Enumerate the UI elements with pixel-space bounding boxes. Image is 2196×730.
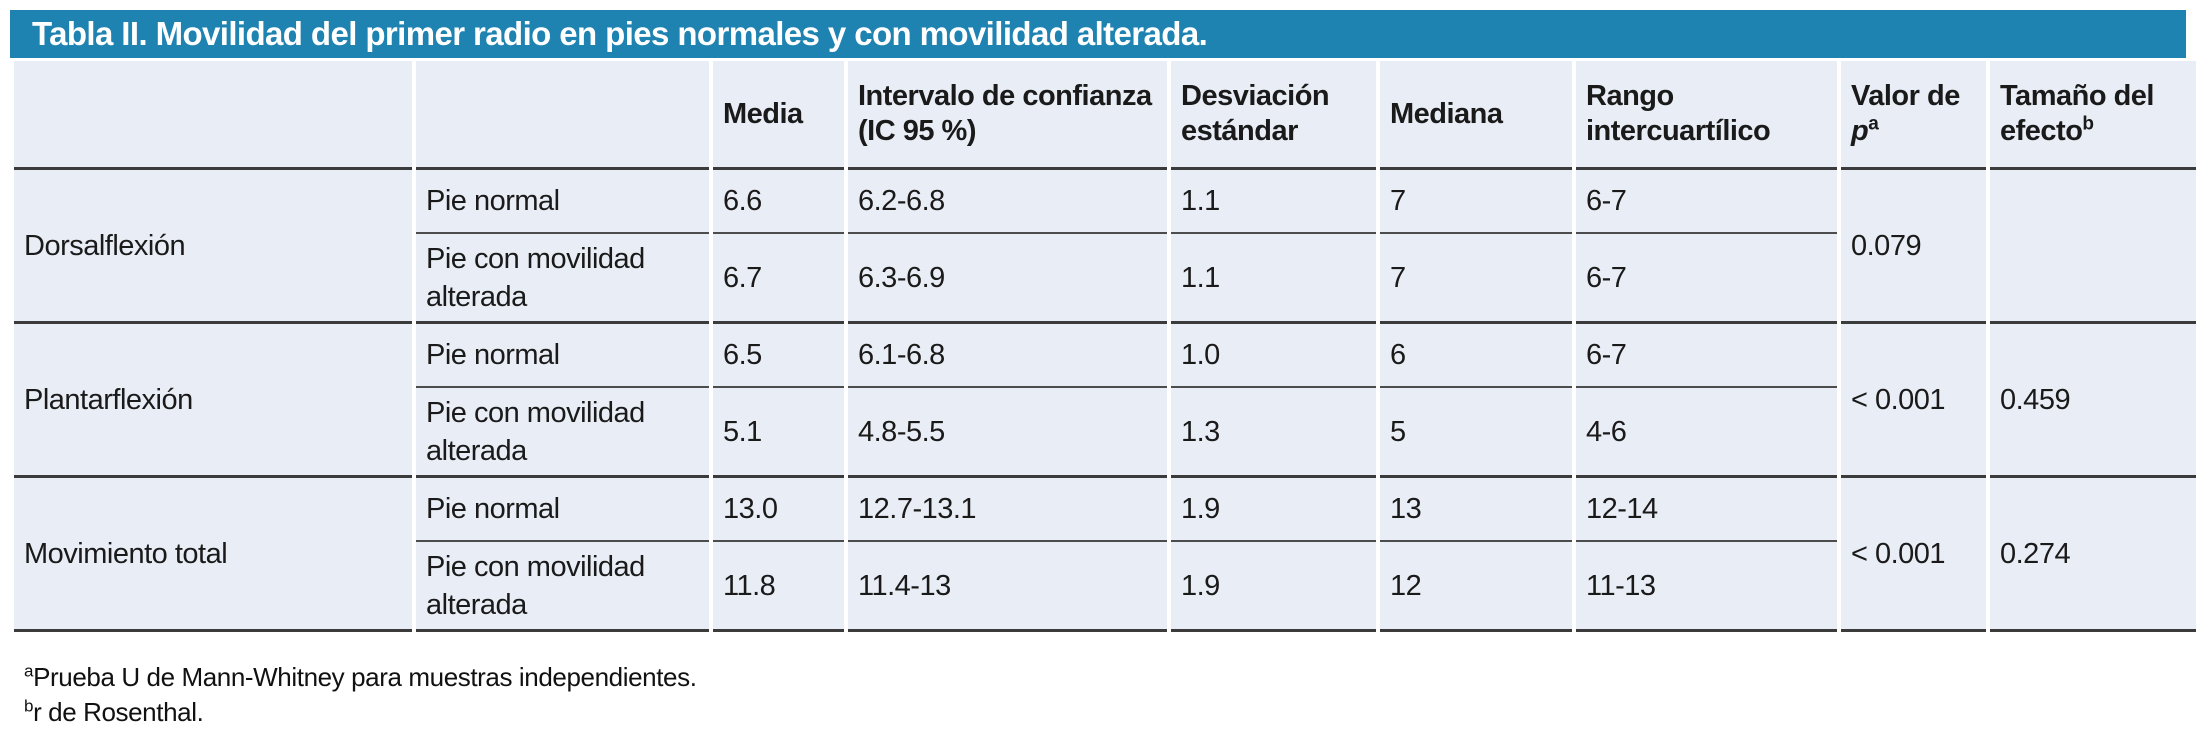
ci-cell: 11.4-13 xyxy=(848,542,1167,632)
sd-cell: 1.1 xyxy=(1171,170,1376,234)
group-label-plantarflexion: Plantarflexión xyxy=(14,324,412,478)
header-standard-deviation: Desviación estándar xyxy=(1171,61,1376,170)
effect-size-cell: 0.274 xyxy=(1990,478,2196,632)
sd-cell: 1.1 xyxy=(1171,234,1376,324)
p-symbol: p xyxy=(1851,115,1869,147)
media-cell: 5.1 xyxy=(713,388,844,478)
table-title-bar: Tabla II. Movilidad del primer radio en … xyxy=(10,10,2186,58)
table-row: Pie con movilidad alterada 6.7 6.3-6.9 1… xyxy=(14,234,2196,324)
header-empty-group xyxy=(14,61,412,170)
table-row: Pie con movilidad alterada 5.1 4.8-5.5 1… xyxy=(14,388,2196,478)
ci-cell: 4.8-5.5 xyxy=(848,388,1167,478)
sd-cell: 1.9 xyxy=(1171,478,1376,542)
footnote-text: Prueba U de Mann-Whitney para muestras i… xyxy=(33,662,697,692)
media-cell: 6.6 xyxy=(713,170,844,234)
condition-cell: Pie normal xyxy=(416,170,709,234)
ci-cell: 6.1-6.8 xyxy=(848,324,1167,388)
group-label-dorsalflexion: Dorsalflexión xyxy=(14,170,412,324)
ci-cell: 6.3-6.9 xyxy=(848,234,1167,324)
condition-cell: Pie normal xyxy=(416,478,709,542)
median-cell: 13 xyxy=(1380,478,1572,542)
header-effect-size: Tamaño del efectob xyxy=(1990,61,2196,170)
iqr-cell: 6-7 xyxy=(1576,170,1837,234)
group-label-movimiento-total: Movimiento total xyxy=(14,478,412,632)
effect-size-cell xyxy=(1990,170,2196,324)
p-value-cell: < 0.001 xyxy=(1841,478,1986,632)
effect-size-label: Tamaño del efecto xyxy=(2000,80,2155,147)
statistics-table: Media Intervalo de confianza (IC 95 %) D… xyxy=(10,61,2196,632)
table-row: Pie con movilidad alterada 11.8 11.4-13 … xyxy=(14,542,2196,632)
p-value-cell: 0.079 xyxy=(1841,170,1986,324)
footnote-marker-b: b xyxy=(2082,113,2094,135)
median-cell: 6 xyxy=(1380,324,1572,388)
header-interquartile-range: Rango intercuartílico xyxy=(1576,61,1837,170)
table-footnotes: aPrueba U de Mann-Whitney para muestras … xyxy=(10,652,2186,730)
median-cell: 12 xyxy=(1380,542,1572,632)
iqr-cell: 12-14 xyxy=(1576,478,1837,542)
condition-cell: Pie normal xyxy=(416,324,709,388)
media-cell: 6.5 xyxy=(713,324,844,388)
header-p-value: Valor de pa xyxy=(1841,61,1986,170)
condition-cell: Pie con movilidad alterada xyxy=(416,542,709,632)
table-row: Movimiento total Pie normal 13.0 12.7-13… xyxy=(14,478,2196,632)
sd-cell: 1.9 xyxy=(1171,542,1376,632)
table-row: Plantarflexión Pie normal 6.5 6.1-6.8 1.… xyxy=(14,324,2196,478)
p-value-cell: < 0.001 xyxy=(1841,324,1986,478)
footnote-b: br de Rosenthal. xyxy=(24,695,2186,730)
header-row: Media Intervalo de confianza (IC 95 %) D… xyxy=(14,61,2196,170)
median-cell: 7 xyxy=(1380,170,1572,234)
ci-cell: 12.7-13.1 xyxy=(848,478,1167,542)
p-value-prefix: Valor de xyxy=(1851,80,1960,112)
median-cell: 7 xyxy=(1380,234,1572,324)
header-media: Media xyxy=(713,61,844,170)
media-cell: 11.8 xyxy=(713,542,844,632)
ci-cell: 6.2-6.8 xyxy=(848,170,1167,234)
header-confidence-interval: Intervalo de confianza (IC 95 %) xyxy=(848,61,1167,170)
iqr-cell: 4-6 xyxy=(1576,388,1837,478)
table-row: Dorsalflexión Pie normal 6.6 6.2-6.8 1.1… xyxy=(14,170,2196,324)
media-cell: 13.0 xyxy=(713,478,844,542)
sd-cell: 1.0 xyxy=(1171,324,1376,388)
header-median: Mediana xyxy=(1380,61,1572,170)
footnote-marker: a xyxy=(24,661,34,681)
media-cell: 6.7 xyxy=(713,234,844,324)
footnote-marker: b xyxy=(24,696,34,716)
footnote-marker-a: a xyxy=(1868,113,1879,135)
iqr-cell: 11-13 xyxy=(1576,542,1837,632)
footnote-a: aPrueba U de Mann-Whitney para muestras … xyxy=(24,660,2186,695)
effect-size-cell: 0.459 xyxy=(1990,324,2196,478)
median-cell: 5 xyxy=(1380,388,1572,478)
table-title: Tabla II. Movilidad del primer radio en … xyxy=(32,15,1208,52)
footnote-text: r de Rosenthal. xyxy=(33,697,204,727)
iqr-cell: 6-7 xyxy=(1576,324,1837,388)
sd-cell: 1.3 xyxy=(1171,388,1376,478)
iqr-cell: 6-7 xyxy=(1576,234,1837,324)
table-container: Media Intervalo de confianza (IC 95 %) D… xyxy=(10,61,2196,632)
condition-cell: Pie con movilidad alterada xyxy=(416,234,709,324)
header-empty-condition xyxy=(416,61,709,170)
condition-cell: Pie con movilidad alterada xyxy=(416,388,709,478)
